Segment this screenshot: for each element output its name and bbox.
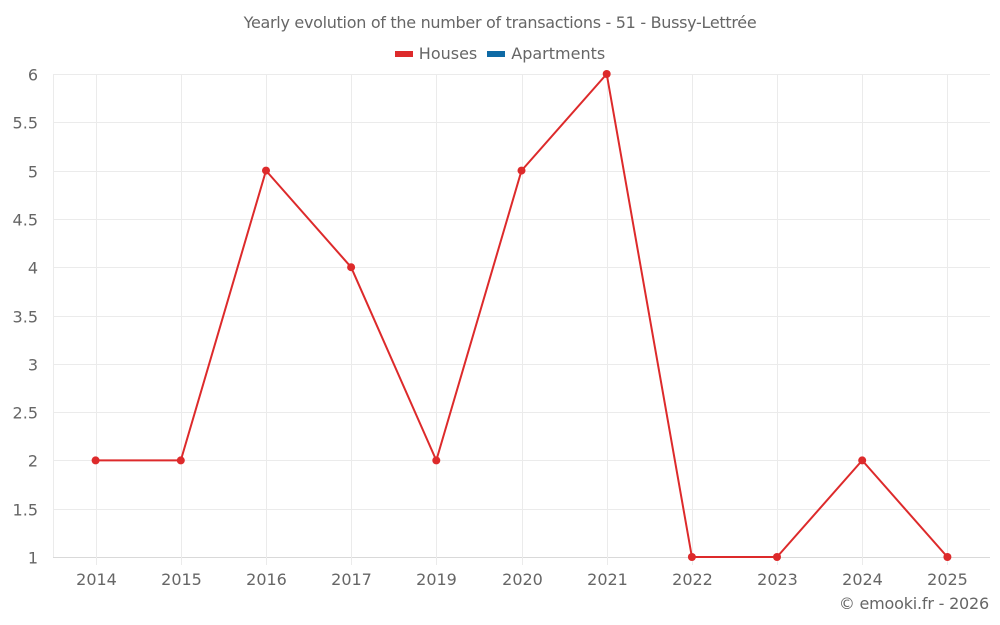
legend-swatch-houses-icon	[394, 50, 413, 57]
x-tick-label: 2015	[161, 570, 202, 589]
x-tick-label: 2017	[331, 570, 372, 589]
y-tick-label: 3	[28, 356, 38, 375]
y-tick-label: 2.5	[13, 404, 38, 423]
series-layer	[91, 70, 952, 561]
y-tick-label: 2	[28, 452, 38, 471]
y-tick-label: 6	[28, 66, 38, 85]
copyright-credit: © emooki.fr - 2026	[838, 594, 989, 613]
x-tick-label: 2024	[842, 570, 883, 589]
x-tick-label: 2019	[416, 570, 457, 589]
x-tick-label: 2014	[76, 570, 117, 589]
y-tick-label: 5	[28, 163, 38, 182]
chart-title: Yearly evolution of the number of transa…	[243, 13, 757, 32]
y-tick-label: 4	[28, 259, 38, 278]
data-point[interactable]	[176, 456, 185, 465]
x-tick-label: 2023	[757, 570, 798, 589]
y-tick-label: 1	[28, 549, 38, 568]
data-point[interactable]	[943, 553, 952, 561]
y-tick-label: 1.5	[13, 501, 38, 520]
data-point[interactable]	[687, 553, 696, 561]
data-point[interactable]	[517, 166, 526, 175]
y-tick-label: 3.5	[13, 308, 38, 327]
legend: Houses Apartments	[0, 44, 1000, 63]
x-axis: 2014 2015 2016 2017 2019 2020 2021 2022 2023 2024…	[76, 570, 968, 589]
legend-item-apartments[interactable]: Apartments	[487, 44, 605, 63]
data-point[interactable]	[773, 553, 781, 561]
legend-swatch-apartments-icon	[487, 50, 506, 57]
series-line-houses	[95, 73, 949, 558]
y-axis: 1 1.5 2 2.5 3 3.5 4 4.5 5 5.5 6	[13, 66, 38, 568]
legend-label-apartments: Apartments	[511, 44, 606, 63]
x-tick-label: 2020	[502, 570, 543, 589]
x-tick-label: 2016	[246, 570, 287, 589]
x-tick-label: 2022	[672, 570, 713, 589]
data-point[interactable]	[347, 263, 356, 272]
gridlines	[53, 74, 990, 565]
y-tick-label: 4.5	[13, 211, 38, 230]
legend-item-houses[interactable]: Houses	[394, 44, 478, 63]
y-tick-label: 5.5	[13, 114, 38, 133]
data-point[interactable]	[91, 456, 100, 465]
x-tick-label: 2021	[587, 570, 628, 589]
data-point[interactable]	[262, 166, 270, 175]
x-tick-label: 2025	[927, 570, 968, 589]
data-point[interactable]	[432, 456, 441, 465]
legend-label-houses: Houses	[418, 44, 478, 63]
data-point[interactable]	[858, 456, 867, 465]
data-point[interactable]	[602, 70, 611, 78]
